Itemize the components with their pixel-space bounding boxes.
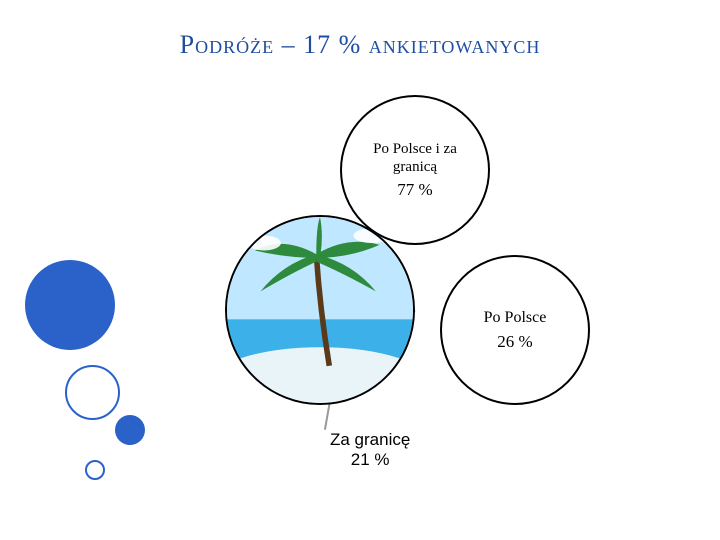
deco-circle-3 xyxy=(115,415,145,445)
bubble-value: 21 % xyxy=(320,450,420,470)
beach-icon xyxy=(227,217,413,403)
bubble-abroad: Za granicę 21 % xyxy=(320,430,420,470)
bubble-label: Za granicę xyxy=(320,430,420,450)
deco-circle-2 xyxy=(65,365,120,420)
bubble-label: Po Polsce i za granicą xyxy=(342,140,488,176)
deco-circle-1 xyxy=(25,260,115,350)
sand xyxy=(227,347,413,403)
bubble-both: Po Polsce i za granicą 77 % xyxy=(340,95,490,245)
bubble-value: 26 % xyxy=(497,332,532,352)
bubble-label: Po Polsce xyxy=(474,308,557,327)
center-image xyxy=(225,215,415,405)
bubble-value: 77 % xyxy=(397,180,432,200)
deco-circle-4 xyxy=(85,460,105,480)
bubble-poland: Po Polsce 26 % xyxy=(440,255,590,405)
cloud xyxy=(247,236,280,251)
title-text: Podróże – 17 % ankietowanych xyxy=(180,30,541,59)
slide-title: Podróże – 17 % ankietowanych xyxy=(0,30,720,60)
